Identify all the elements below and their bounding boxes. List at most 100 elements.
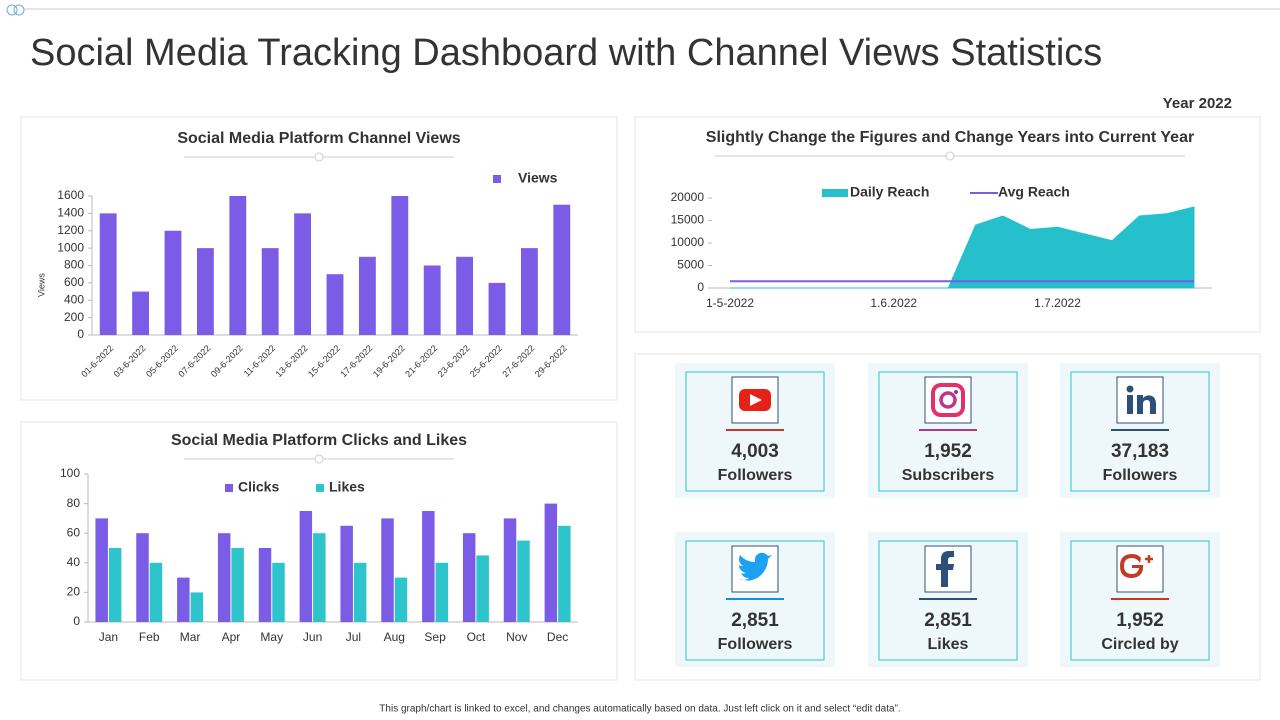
- y-tick-label: 0: [73, 614, 80, 628]
- icon: [738, 552, 772, 581]
- stat-card: 1,952 Circled by: [1060, 532, 1220, 667]
- title-rule-dot: [945, 151, 955, 161]
- x-tick-label: Jan: [99, 630, 118, 644]
- bar: [544, 503, 558, 622]
- bar: [326, 274, 344, 335]
- bar: [358, 256, 376, 335]
- x-tick-label: Jun: [303, 630, 322, 644]
- bar: [503, 518, 517, 622]
- bar: [231, 548, 244, 622]
- x-tick-label: Apr: [222, 630, 241, 644]
- chart-title: Social Media Platform Clicks and Likes: [171, 432, 467, 449]
- area: [730, 206, 1195, 289]
- legend-label: Clicks: [238, 479, 279, 495]
- card-border: [685, 540, 825, 661]
- card-label: Followers: [718, 467, 793, 484]
- card-label: Circled by: [1101, 636, 1178, 653]
- icon: [936, 551, 954, 587]
- y-tick-label: 0: [77, 327, 84, 341]
- x-tick-label: 1-5-2022: [706, 296, 754, 310]
- y-tick-label: 1000: [57, 240, 84, 254]
- y-tick-label: 40: [67, 555, 81, 569]
- bar: [196, 248, 214, 335]
- y-tick-label: 80: [67, 496, 81, 510]
- card-value: 37,183: [1111, 441, 1169, 462]
- panel: [20, 116, 618, 401]
- chart-title: Social Media Platform Channel Views: [177, 130, 460, 147]
- bar: [164, 230, 182, 335]
- bar: [391, 196, 409, 335]
- bar: [294, 213, 312, 335]
- card-value: 2,851: [731, 610, 779, 631]
- card-border: [1070, 371, 1210, 492]
- legend-label: Avg Reach: [998, 184, 1070, 200]
- x-tick-label: Aug: [384, 630, 405, 644]
- icon: [931, 383, 965, 417]
- x-tick-label: Mar: [180, 630, 201, 644]
- icon: [750, 394, 762, 406]
- legend-swatch: [316, 484, 324, 492]
- card-label: Subscribers: [902, 467, 995, 484]
- y-tick-label: 5000: [677, 258, 704, 272]
- bar: [517, 540, 530, 622]
- card-label: Followers: [718, 636, 793, 653]
- title-rule-dot: [314, 152, 324, 162]
- title-rule-dot: [314, 454, 324, 464]
- footer-note: This graph/chart is linked to excel, and…: [379, 704, 900, 715]
- legend-label: Likes: [329, 479, 365, 495]
- deco-circle: [13, 4, 25, 16]
- legend-label: Views: [518, 170, 558, 186]
- bar: [95, 518, 108, 622]
- bar: [422, 511, 435, 622]
- card-border: [878, 371, 1018, 492]
- bar: [456, 256, 474, 335]
- stat-card: 1,952 Subscribers: [868, 363, 1028, 498]
- bar: [558, 525, 571, 622]
- x-tick-label: Oct: [467, 630, 486, 644]
- y-tick-label: 1400: [57, 206, 84, 220]
- icon: [939, 391, 957, 409]
- card-border: [878, 540, 1018, 661]
- bar: [520, 248, 538, 335]
- card-border: [1070, 540, 1210, 661]
- bar: [272, 562, 285, 622]
- bar: [217, 533, 231, 622]
- deco-circle: [6, 4, 18, 16]
- y-tick-label: 200: [64, 310, 84, 324]
- bar: [353, 562, 367, 622]
- legend-swatch: [493, 175, 501, 183]
- y-axis-label: Views: [36, 273, 46, 297]
- stat-card: 37,183 Followers: [1060, 363, 1220, 498]
- bar: [261, 248, 279, 335]
- y-tick-label: 15000: [671, 213, 705, 227]
- x-tick-label: Feb: [139, 630, 160, 644]
- page-title: Social Media Tracking Dashboard with Cha…: [30, 32, 1102, 74]
- x-tick-label: 1.7.2022: [1034, 296, 1081, 310]
- x-tick-label: Jul: [346, 630, 361, 644]
- bar: [258, 548, 272, 622]
- card-value: 2,851: [924, 610, 972, 631]
- icon: [1137, 395, 1156, 414]
- y-tick-label: 20000: [671, 190, 705, 204]
- stat-card: 2,851 Likes: [868, 532, 1028, 667]
- x-tick-label: 1.6.2022: [870, 296, 917, 310]
- bar: [488, 282, 506, 335]
- bar: [299, 511, 313, 622]
- bar: [99, 213, 117, 335]
- y-tick-label: 20: [67, 585, 81, 599]
- y-tick-label: 10000: [671, 235, 705, 249]
- icon: [1127, 395, 1133, 414]
- bar: [132, 291, 150, 335]
- y-tick-label: 60: [67, 525, 81, 539]
- y-tick-label: 400: [64, 292, 84, 306]
- bar: [462, 533, 476, 622]
- bar: [553, 204, 571, 335]
- bar: [476, 555, 489, 622]
- bar: [136, 533, 149, 622]
- y-tick-label: 0: [697, 280, 704, 294]
- bar: [394, 577, 408, 622]
- stat-card: 2,851 Followers: [675, 532, 835, 667]
- icon: [954, 390, 958, 394]
- icon: [1120, 554, 1144, 578]
- icon: [1126, 385, 1134, 393]
